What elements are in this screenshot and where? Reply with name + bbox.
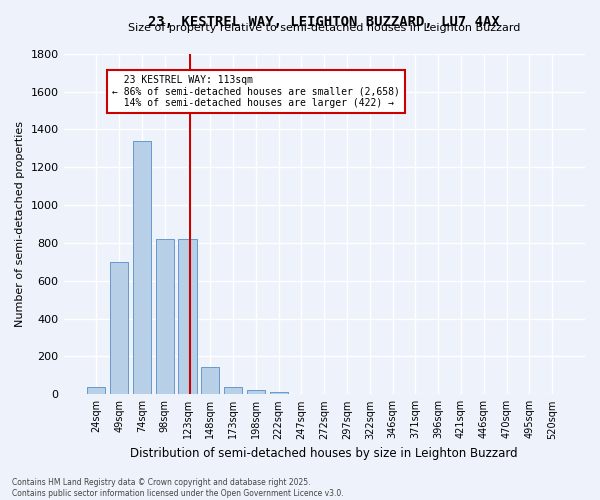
Bar	[201, 367, 220, 394]
Bar	[224, 386, 242, 394]
Text: 23 KESTREL WAY: 113sqm
← 86% of semi-detached houses are smaller (2,658)
  14% o: 23 KESTREL WAY: 113sqm ← 86% of semi-det…	[112, 74, 400, 108]
Bar	[178, 239, 197, 394]
Bar	[133, 141, 151, 395]
Bar	[155, 239, 174, 394]
Y-axis label: Number of semi-detached properties: Number of semi-detached properties	[15, 121, 25, 327]
Text: Size of property relative to semi-detached houses in Leighton Buzzard: Size of property relative to semi-detach…	[128, 24, 520, 34]
Bar	[269, 392, 288, 394]
Text: Contains HM Land Registry data © Crown copyright and database right 2025.
Contai: Contains HM Land Registry data © Crown c…	[12, 478, 344, 498]
X-axis label: Distribution of semi-detached houses by size in Leighton Buzzard: Distribution of semi-detached houses by …	[130, 447, 518, 460]
Bar	[87, 386, 106, 394]
Title: 23, KESTREL WAY, LEIGHTON BUZZARD, LU7 4AX: 23, KESTREL WAY, LEIGHTON BUZZARD, LU7 4…	[148, 15, 500, 29]
Bar	[247, 390, 265, 394]
Bar	[110, 262, 128, 394]
